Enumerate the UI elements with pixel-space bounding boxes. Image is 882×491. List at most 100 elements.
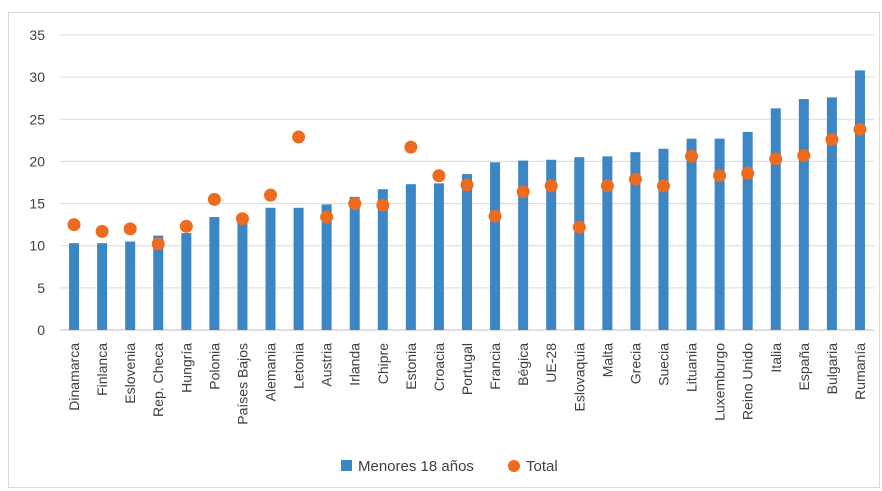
bar — [490, 162, 501, 330]
x-axis: Dinamarca Finlanca Eslovenia Rep. Checa Hung… — [66, 343, 868, 425]
total-point — [179, 219, 193, 233]
total-point — [348, 197, 362, 211]
total-point — [600, 179, 614, 193]
bar — [742, 131, 753, 330]
total-point — [797, 149, 811, 163]
y-tick-label: 25 — [29, 111, 45, 127]
bar — [405, 184, 416, 330]
x-tick-label: Países Bajos — [234, 343, 250, 425]
x-tick-label: Francia — [487, 343, 503, 390]
bar — [574, 157, 585, 330]
y-tick-label: 20 — [29, 153, 45, 169]
x-tick-label: Suecia — [655, 343, 671, 386]
x-tick-label: Rumanía — [852, 343, 868, 400]
bar — [686, 138, 697, 330]
bar — [714, 138, 725, 330]
bar — [377, 189, 388, 330]
legend-label-total: Total — [526, 458, 558, 475]
bar — [349, 196, 360, 330]
total-point — [123, 222, 137, 236]
x-tick-label: Malta — [599, 343, 615, 377]
x-tick-label: Rep. Checa — [150, 343, 166, 417]
total-point — [825, 133, 839, 147]
total-point — [853, 122, 867, 136]
total-point — [95, 224, 109, 238]
x-tick-label: Finlanca — [94, 343, 110, 396]
total-point — [207, 192, 221, 206]
x-tick-label: Hungría — [178, 343, 194, 393]
total-point — [572, 220, 586, 234]
total-point — [376, 198, 390, 212]
x-tick-label: Croacia — [431, 343, 447, 391]
x-tick-label: Alemania — [263, 343, 279, 402]
total-point — [516, 185, 530, 199]
total-point — [656, 179, 670, 193]
x-tick-label: Eslovaquia — [571, 343, 587, 412]
bar — [826, 97, 837, 330]
bar — [854, 70, 865, 331]
x-tick-label: Bulgaria — [824, 343, 840, 395]
total-point — [769, 152, 783, 166]
y-tick-label: 0 — [37, 322, 45, 338]
legend-swatch-total — [508, 460, 520, 472]
x-tick-label: Grecia — [627, 343, 643, 384]
total-point — [713, 169, 727, 183]
x-tick-label: Reino Unido — [740, 343, 756, 420]
bar — [630, 152, 641, 330]
bar — [546, 159, 557, 330]
total-point — [264, 188, 278, 202]
bar — [69, 243, 80, 330]
total-point — [151, 237, 165, 251]
total-point — [628, 172, 642, 186]
y-axis: 0 5 10 15 20 25 30 35 — [29, 27, 45, 338]
bar-series — [69, 70, 865, 331]
y-tick-label: 35 — [29, 27, 45, 43]
bar — [153, 235, 164, 330]
x-tick-label: UE-28 — [543, 343, 559, 383]
bar — [237, 220, 248, 330]
total-point — [432, 169, 446, 183]
total-point — [292, 130, 306, 144]
total-point — [488, 209, 502, 223]
total-point — [685, 149, 699, 163]
bar — [265, 207, 276, 330]
bar — [97, 243, 108, 330]
bar — [770, 108, 781, 330]
x-tick-label: Lituania — [684, 343, 700, 392]
x-tick-label: Italia — [768, 343, 784, 373]
bar — [433, 183, 444, 330]
legend-swatch-menores — [341, 460, 352, 471]
bar — [181, 233, 192, 330]
x-tick-label: Chipre — [375, 343, 391, 384]
x-tick-label: Estonia — [403, 343, 419, 390]
bar — [209, 217, 220, 330]
y-tick-label: 10 — [29, 238, 45, 254]
bar — [602, 156, 613, 330]
bar — [321, 204, 332, 330]
total-series — [67, 122, 867, 251]
bar — [125, 241, 136, 330]
x-tick-label: Austria — [319, 343, 335, 387]
bar — [462, 174, 472, 330]
x-tick-label: Luxemburgo — [712, 343, 728, 421]
total-point — [320, 210, 334, 224]
bar — [293, 207, 304, 330]
gridlines — [60, 34, 874, 331]
y-tick-label: 15 — [29, 196, 45, 212]
bar — [658, 148, 669, 330]
y-tick-label: 30 — [29, 69, 45, 85]
total-point — [544, 179, 558, 193]
x-tick-label: Bégica — [515, 343, 531, 386]
x-tick-label: Dinamarca — [66, 343, 82, 411]
legend-label-menores: Menores 18 años — [358, 458, 474, 475]
total-point — [460, 178, 474, 192]
total-point — [404, 140, 418, 154]
y-tick-label: 5 — [37, 280, 45, 296]
x-tick-label: Eslovenia — [122, 343, 138, 404]
bar — [798, 99, 809, 330]
total-point — [67, 218, 81, 232]
x-tick-label: Polonia — [206, 343, 222, 390]
x-tick-label: Irlanda — [347, 343, 363, 386]
x-tick-label: Letonia — [291, 343, 307, 389]
